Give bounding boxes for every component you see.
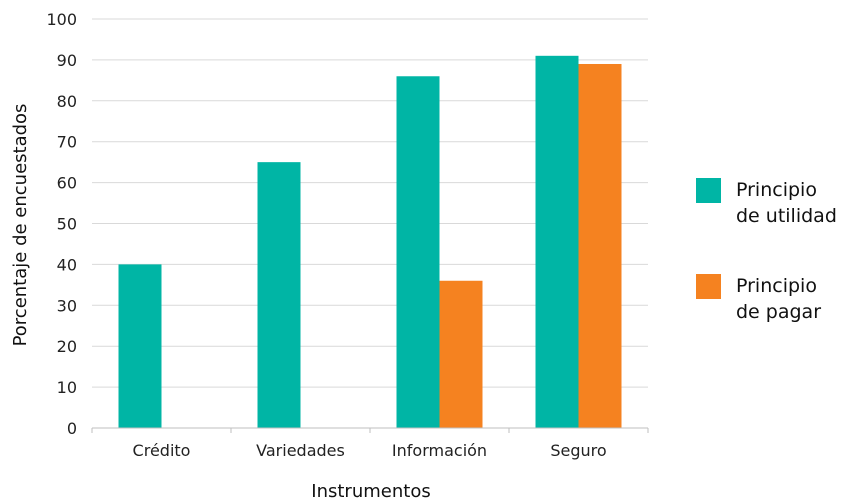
y-tick-label: 30: [57, 296, 77, 315]
y-tick-label: 90: [57, 51, 77, 70]
legend-swatch: [696, 274, 721, 299]
gridlines: [92, 18, 648, 388]
y-tick-label: 40: [57, 255, 77, 274]
legend-swatch: [696, 178, 721, 203]
y-axis-title: Porcentaje de encuestados: [10, 104, 31, 347]
y-tick-labels: 0 10 20 30 40 50 60 70 80 90 100: [46, 10, 77, 438]
bars: [118, 55, 622, 429]
x-tick-labels: Crédito Variedades Información Seguro: [133, 441, 607, 460]
bar: [439, 280, 483, 428]
x-tick-label: Variedades: [256, 441, 345, 460]
y-tick-label: 60: [57, 174, 77, 193]
x-tick-label: Información: [392, 441, 487, 460]
x-tick-label: Seguro: [550, 441, 606, 460]
y-tick-label: 100: [46, 10, 77, 29]
bar: [118, 264, 162, 428]
legend: Principio de utilidad Principio de pagar: [696, 178, 837, 323]
legend-label: de pagar: [736, 301, 821, 323]
bar: [257, 162, 301, 428]
x-axis-title: Instrumentos: [311, 481, 430, 502]
y-tick-label: 0: [67, 419, 77, 438]
legend-label: de utilidad: [736, 205, 837, 227]
y-tick-label: 80: [57, 92, 77, 111]
bar: [578, 63, 622, 429]
legend-label: Principio: [736, 275, 817, 297]
bar: [535, 55, 579, 429]
y-tick-label: 20: [57, 337, 77, 356]
x-tick-label: Crédito: [133, 441, 191, 460]
y-tick-label: 10: [57, 378, 77, 397]
axes: [91, 427, 649, 433]
legend-label: Principio: [736, 179, 817, 201]
bar: [396, 76, 440, 428]
y-tick-label: 70: [57, 133, 77, 152]
y-tick-label: 50: [57, 215, 77, 234]
